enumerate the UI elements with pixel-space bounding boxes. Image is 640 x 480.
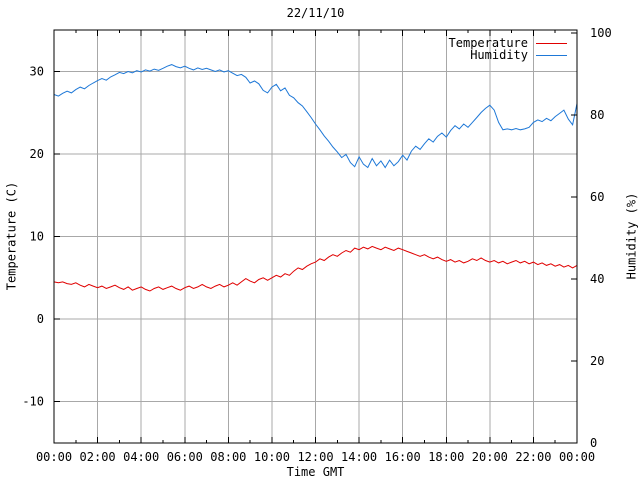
x-tick-label: 10:00 (254, 450, 290, 464)
x-tick-label: 16:00 (385, 450, 421, 464)
x-tick-label: 22:00 (515, 450, 551, 464)
x-tick-label: 20:00 (472, 450, 508, 464)
legend: Temperature Humidity (449, 37, 567, 61)
series-temperature (53, 245, 578, 292)
legend-label-temperature: Temperature (448, 36, 528, 50)
legend-line-temperature (536, 42, 567, 44)
y-right-tick-label: 0 (590, 436, 597, 450)
x-tick-label: 06:00 (167, 450, 203, 464)
y-right-tick-label: 80 (590, 108, 604, 122)
y-left-tick-label: 0 (37, 312, 44, 326)
y-left-tick-label: 10 (30, 230, 44, 244)
y-left-tick-label: 30 (30, 64, 44, 78)
y-left-tick-label: 20 (30, 147, 44, 161)
x-tick-label: 14:00 (341, 450, 377, 464)
x-axis-label: Time GMT (286, 465, 345, 479)
legend-line-humidity (536, 54, 567, 56)
x-tick-label: 02:00 (80, 450, 116, 464)
x-tick-label: 12:00 (297, 450, 333, 464)
y-right-tick-label: 100 (590, 26, 612, 40)
x-tick-label: 00:00 (36, 450, 72, 464)
y-right-tick-label: 60 (590, 190, 604, 204)
x-tick-label: 04:00 (123, 450, 159, 464)
series-humidity (53, 64, 578, 169)
x-tick-label: 18:00 (428, 450, 464, 464)
y-left-tick-label: -10 (22, 395, 44, 409)
legend-item-humidity: Humidity (449, 49, 567, 61)
y-right-tick-label: 40 (590, 272, 604, 286)
y-right-tick-label: 20 (590, 354, 604, 368)
legend-item-temperature: Temperature (449, 37, 567, 49)
chart-title: 22/11/10 (286, 6, 345, 20)
x-tick-label: 08:00 (210, 450, 246, 464)
x-tick-label: 00:00 (559, 450, 595, 464)
legend-label-humidity: Humidity (470, 48, 528, 62)
